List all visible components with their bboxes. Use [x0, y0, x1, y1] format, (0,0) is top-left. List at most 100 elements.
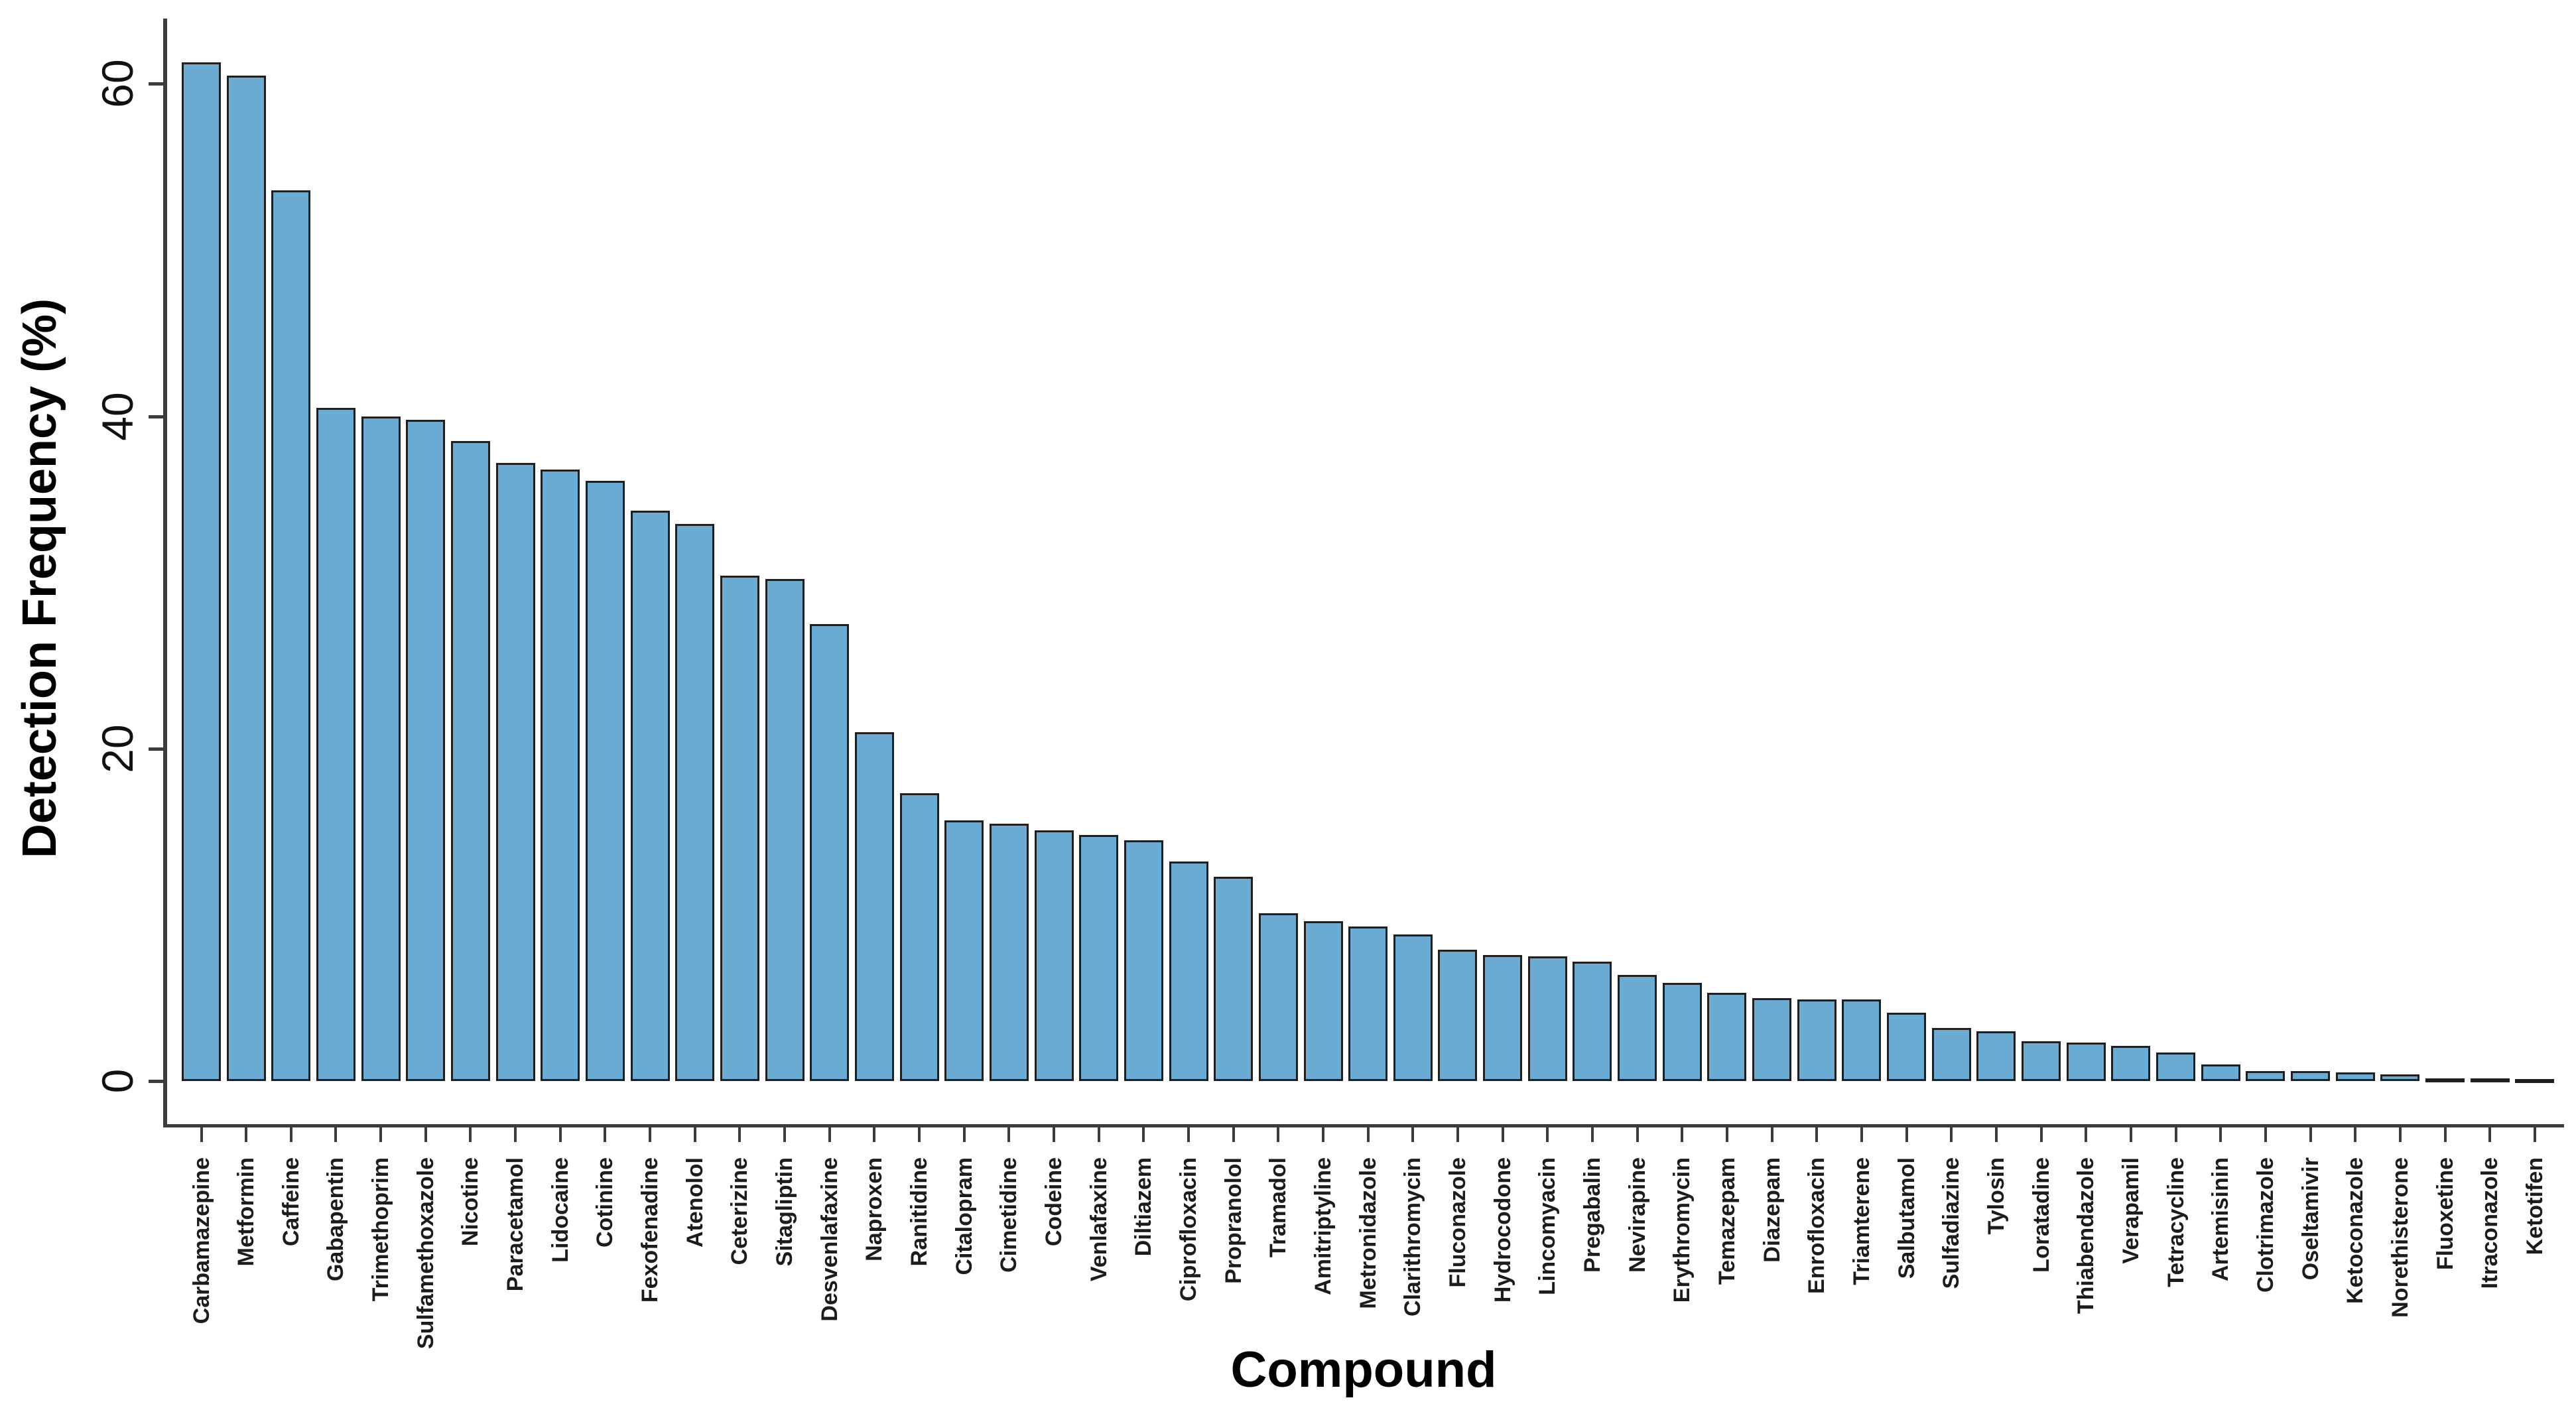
- x-tick-label: Erythromycin: [1669, 1157, 1695, 1303]
- x-tick-label: Trimethoprim: [368, 1157, 393, 1302]
- x-tick: [1322, 1127, 1324, 1142]
- x-tick-label: Citalopram: [952, 1157, 977, 1275]
- x-tick: [1411, 1127, 1414, 1142]
- x-tick-label: Metronidazole: [1356, 1157, 1381, 1309]
- bar-fexofenadine: [631, 511, 670, 1081]
- x-tick-label: Fluoxetine: [2433, 1157, 2458, 1271]
- x-tick-label: Gabapentin: [323, 1157, 348, 1282]
- x-tick-label: Lidocaine: [548, 1157, 573, 1263]
- bar-naproxen: [855, 732, 894, 1081]
- bar-clotrimazole: [2246, 1071, 2285, 1081]
- x-tick: [1771, 1127, 1773, 1142]
- y-tick: [149, 415, 164, 418]
- x-tick: [783, 1127, 786, 1142]
- y-tick-label: 0: [93, 1068, 142, 1094]
- x-tick-label: Paracetamol: [503, 1157, 528, 1292]
- x-tick: [873, 1127, 875, 1142]
- x-tick-label: Salbutamol: [1894, 1157, 1919, 1279]
- x-tick: [1053, 1127, 1055, 1142]
- x-tick: [1546, 1127, 1549, 1142]
- bar-diazepam: [1752, 998, 1791, 1081]
- bar-triamterene: [1842, 999, 1881, 1081]
- bar-desvenlafaxine: [810, 624, 849, 1081]
- bar-propranolol: [1214, 877, 1253, 1081]
- x-tick: [1860, 1127, 1863, 1142]
- bar-cimetidine: [990, 824, 1029, 1081]
- bar-tetracycline: [2156, 1053, 2195, 1081]
- bar-ceterizine: [720, 576, 759, 1081]
- x-tick: [1277, 1127, 1279, 1142]
- bar-ranitidine: [900, 793, 939, 1081]
- x-tick: [1681, 1127, 1683, 1142]
- x-tick: [963, 1127, 966, 1142]
- y-axis-spine: [163, 19, 167, 1127]
- x-tick-label: Metformin: [233, 1157, 259, 1267]
- bar-ketotifen: [2515, 1079, 2554, 1083]
- bar-atenolol: [675, 524, 714, 1081]
- bar-sitagliptin: [765, 579, 805, 1081]
- x-tick-label: Triamterene: [1849, 1157, 1874, 1285]
- x-tick: [649, 1127, 651, 1142]
- x-tick: [2309, 1127, 2312, 1142]
- x-tick: [1726, 1127, 1728, 1142]
- bar-gabapentin: [316, 408, 355, 1081]
- x-tick: [469, 1127, 472, 1142]
- x-tick-label: Ketoconazole: [2343, 1157, 2368, 1305]
- x-tick-label: Carbamazepine: [189, 1157, 214, 1324]
- x-tick: [2219, 1127, 2222, 1142]
- x-tick: [2444, 1127, 2447, 1142]
- x-tick: [1098, 1127, 1100, 1142]
- x-tick-label: Hydrocodone: [1490, 1157, 1515, 1303]
- x-tick-label: Thiabendazole: [2073, 1157, 2098, 1314]
- x-axis-title: Compound: [1230, 1342, 1497, 1398]
- x-tick-label: Ceterizine: [727, 1157, 752, 1265]
- x-tick: [1815, 1127, 1818, 1142]
- x-tick: [2354, 1127, 2356, 1142]
- x-tick: [1905, 1127, 1908, 1142]
- bar-pregabalin: [1573, 962, 1612, 1081]
- bar-norethisterone: [2380, 1074, 2419, 1081]
- x-tick-label: Naproxen: [862, 1157, 887, 1261]
- x-tick-label: Caffeine: [279, 1157, 304, 1247]
- x-tick: [2488, 1127, 2491, 1142]
- x-tick: [2534, 1127, 2536, 1142]
- x-tick: [2264, 1127, 2267, 1142]
- x-tick-label: Nevirapine: [1625, 1157, 1650, 1273]
- x-tick-label: Atenolol: [682, 1157, 708, 1247]
- x-tick-label: Cimetidine: [996, 1157, 1021, 1273]
- x-tick-label: Oseltamivir: [2298, 1157, 2323, 1281]
- bar-metronidazole: [1348, 927, 1387, 1081]
- bar-fluconazole: [1438, 950, 1477, 1081]
- x-tick-label: Verapamil: [2118, 1157, 2144, 1264]
- bar-clarithromycin: [1393, 934, 1433, 1081]
- bar-paracetamol: [496, 463, 535, 1081]
- bar-nicotine: [451, 441, 490, 1081]
- x-tick-label: Sitagliptin: [772, 1157, 797, 1267]
- x-tick-label: Venlafaxine: [1086, 1157, 1112, 1282]
- x-tick-label: Ciprofloxacin: [1176, 1157, 1201, 1302]
- x-tick-label: Lincomyacin: [1535, 1157, 1560, 1295]
- bar-citalopram: [944, 820, 984, 1081]
- bar-sulfamethoxazole: [406, 420, 445, 1081]
- x-tick-label: Artemisinin: [2208, 1157, 2233, 1282]
- bar-lidocaine: [541, 470, 580, 1081]
- x-tick: [1995, 1127, 1998, 1142]
- x-tick-label: Tetracycline: [2163, 1157, 2189, 1287]
- bar-ketoconazole: [2336, 1072, 2375, 1081]
- x-tick: [1950, 1127, 1953, 1142]
- bar-hydrocodone: [1483, 955, 1522, 1081]
- bar-lincomyacin: [1528, 956, 1567, 1081]
- bar-tylosin: [1976, 1031, 2016, 1081]
- x-tick: [2399, 1127, 2402, 1142]
- bar-enrofloxacin: [1797, 999, 1836, 1081]
- y-tick-label: 40: [93, 391, 142, 441]
- x-tick: [1007, 1127, 1010, 1142]
- x-tick: [424, 1127, 427, 1142]
- x-tick: [738, 1127, 741, 1142]
- x-tick-label: Propranolol: [1221, 1157, 1246, 1284]
- bar-itraconazole: [2471, 1078, 2510, 1082]
- x-tick: [2130, 1127, 2132, 1142]
- x-axis-spine: [163, 1124, 2564, 1127]
- bar-tramadol: [1259, 913, 1298, 1081]
